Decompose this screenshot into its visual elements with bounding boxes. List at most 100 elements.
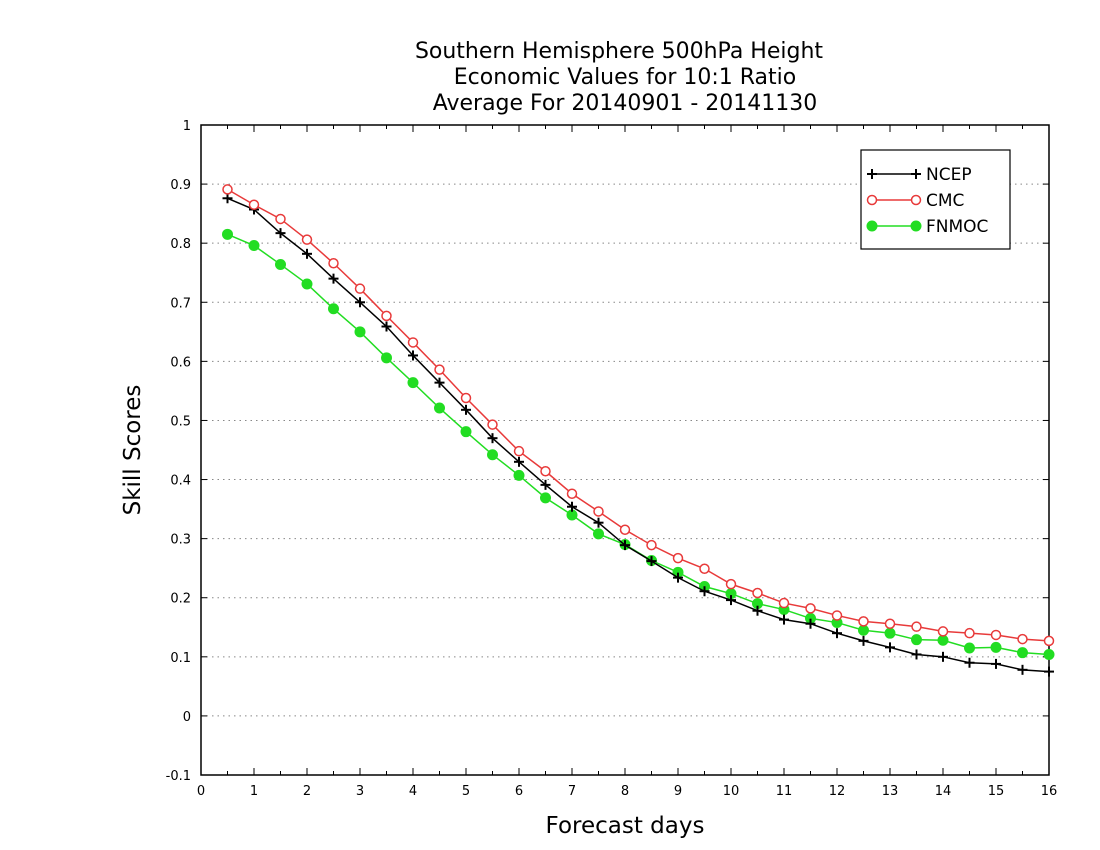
- data-point-fnmoc: [222, 228, 233, 240]
- data-point-fnmoc: [964, 642, 975, 654]
- data-point-cmc: [672, 552, 684, 564]
- data-point-fnmoc: [540, 492, 551, 504]
- legend-item-ncep: NCEP: [867, 165, 972, 185]
- data-point-ncep: [885, 642, 895, 653]
- data-point-ncep: [302, 248, 312, 259]
- data-point-cmc: [884, 618, 896, 629]
- data-point-cmc: [434, 364, 445, 375]
- series-lines: [222, 184, 1055, 677]
- series-line-cmc: [227, 188, 1050, 642]
- x-tick-label: 16: [1041, 784, 1058, 799]
- data-point-cmc: [858, 616, 869, 627]
- data-point-cmc: [513, 445, 525, 457]
- data-point-cmc: [937, 626, 949, 637]
- y-tick-label: 0.6: [170, 355, 191, 370]
- data-point-fnmoc: [407, 377, 419, 389]
- x-axis-title: Forecast days: [546, 813, 705, 839]
- data-point-ncep: [514, 456, 524, 467]
- x-tick-label: 6: [515, 784, 523, 799]
- data-point-cmc: [1043, 635, 1055, 647]
- y-tick-label: 1: [183, 119, 191, 134]
- x-tick-label: 9: [674, 784, 682, 799]
- legend-marker: [911, 169, 921, 179]
- series-fnmoc: [222, 228, 1055, 660]
- x-tick-label: 12: [829, 784, 846, 799]
- series-ncep: [222, 193, 1054, 677]
- data-point-fnmoc: [301, 278, 313, 290]
- data-point-cmc: [540, 466, 551, 477]
- data-point-cmc: [593, 506, 604, 517]
- data-point-cmc: [566, 488, 578, 499]
- y-tick-label: 0.2: [170, 592, 191, 607]
- data-point-ncep: [540, 479, 551, 490]
- data-point-ncep: [938, 651, 948, 662]
- data-point-cmc: [381, 310, 392, 322]
- data-point-cmc: [699, 563, 710, 575]
- data-point-ncep: [832, 628, 842, 639]
- data-point-fnmoc: [381, 352, 392, 364]
- data-point-cmc: [911, 621, 922, 632]
- x-tick-label: 8: [621, 784, 629, 799]
- x-tick-label: 3: [356, 784, 364, 799]
- data-point-ncep: [1017, 664, 1028, 675]
- data-point-fnmoc: [911, 634, 922, 646]
- x-tick-label: 11: [776, 784, 793, 799]
- data-point-fnmoc: [460, 426, 472, 438]
- data-point-ncep: [567, 501, 577, 512]
- data-point-cmc: [805, 603, 816, 614]
- data-point-ncep: [620, 540, 630, 551]
- data-point-ncep: [328, 273, 339, 284]
- data-point-ncep: [752, 605, 763, 616]
- x-tick-label: 5: [462, 784, 470, 799]
- data-point-ncep: [964, 657, 975, 668]
- data-point-fnmoc: [1043, 648, 1055, 660]
- x-axis: 0 1 2 3 4 5 6 7 8 9 10 11 12 13 14 15 16: [197, 125, 1057, 799]
- data-point-fnmoc: [513, 469, 525, 481]
- x-tick-label: 2: [303, 784, 311, 799]
- title-line-3: Average For 20140901 - 20141130: [433, 91, 818, 116]
- data-point-fnmoc: [1017, 647, 1028, 659]
- y-tick-label: 0.4: [170, 474, 191, 489]
- data-point-ncep: [593, 517, 604, 528]
- data-point-ncep: [461, 404, 471, 415]
- data-point-fnmoc: [328, 303, 339, 315]
- y-tick-label: 0.3: [170, 533, 191, 548]
- data-point-fnmoc: [884, 627, 896, 639]
- data-point-ncep: [355, 297, 365, 308]
- y-tick-label: -0.1: [166, 769, 191, 784]
- data-point-ncep: [991, 658, 1001, 669]
- data-point-ncep: [408, 350, 418, 361]
- data-point-ncep: [805, 618, 816, 629]
- y-tick-label: 0.7: [170, 296, 191, 311]
- data-point-cmc: [487, 419, 498, 430]
- x-tick-label: 0: [197, 784, 205, 799]
- legend-marker: [866, 220, 878, 232]
- y-tick-label: 0.8: [170, 237, 191, 252]
- y-tick-label: 0.1: [170, 651, 191, 666]
- data-point-cmc: [222, 184, 233, 195]
- data-point-cmc: [328, 258, 339, 269]
- y-tick-label: 0: [183, 710, 191, 725]
- series-cmc: [222, 184, 1055, 647]
- x-tick-label: 7: [568, 784, 576, 799]
- data-point-ncep: [222, 193, 233, 204]
- data-point-cmc: [301, 234, 313, 245]
- data-point-ncep: [487, 433, 498, 444]
- legend-item-cmc: CMC: [866, 191, 964, 211]
- data-point-ncep: [858, 635, 869, 646]
- x-tick-label: 14: [935, 784, 952, 799]
- legend-marker: [866, 194, 878, 206]
- legend-marker: [910, 220, 922, 232]
- series-line-ncep: [227, 197, 1050, 673]
- legend-label-ncep: NCEP: [926, 165, 972, 185]
- legend-marker: [867, 169, 877, 179]
- data-point-ncep: [699, 586, 710, 597]
- y-axis: -0.1 0 0.1 0.2 0.3 0.4 0.5 0.6 0.7 0.8 0.9 1: [166, 119, 1049, 784]
- x-tick-label: 15: [988, 784, 1005, 799]
- x-tick-label: 4: [409, 784, 417, 799]
- data-point-cmc: [725, 578, 737, 590]
- title-line-1: Southern Hemisphere 500hPa Height: [415, 39, 823, 64]
- data-point-ncep: [434, 377, 445, 388]
- x-tick-label: 10: [723, 784, 740, 799]
